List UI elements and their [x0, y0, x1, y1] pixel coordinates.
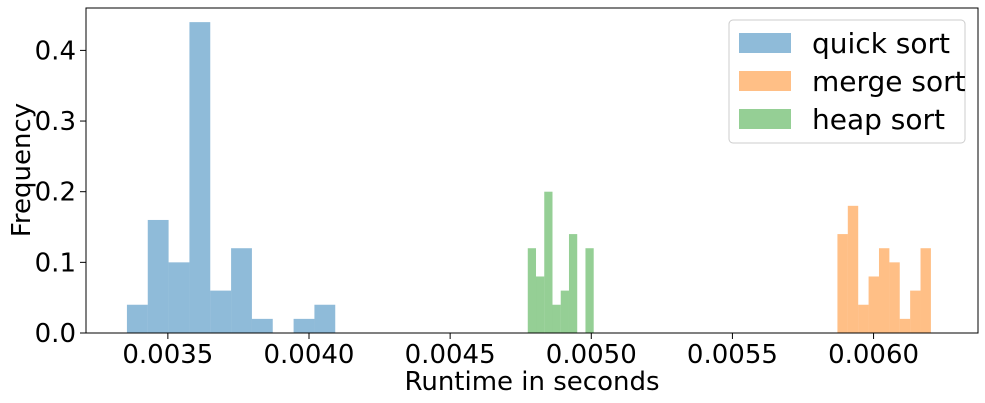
- bars-layer: [126, 22, 931, 333]
- legend-label-merge-sort: merge sort: [812, 65, 966, 98]
- y-axis-label: Frequency: [7, 103, 37, 237]
- y-axis: 0.0 0.1 0.2 0.3 0.4: [35, 36, 86, 349]
- x-tick-label-4: 0.0055: [687, 340, 778, 370]
- heap-sort-bar-3: [552, 304, 561, 333]
- merge-sort-bar-8: [920, 248, 931, 333]
- legend-swatch-merge-sort: [739, 71, 791, 91]
- heap-sort-bar-2: [544, 191, 553, 333]
- y-tick-label-0: 0.0: [35, 319, 76, 349]
- plot-frame: [85, 7, 979, 334]
- x-tick-label-3: 0.0050: [546, 340, 637, 370]
- merge-sort-bar-2: [858, 304, 869, 333]
- y-tick-label-3: 0.3: [35, 107, 76, 137]
- x-tick-label-0: 0.0035: [122, 340, 213, 370]
- legend-swatch-quick-sort: [739, 33, 791, 53]
- quick-sort-bar-9: [314, 304, 336, 333]
- merge-sort-bar-4: [878, 248, 890, 333]
- heap-sort-bar-0: [527, 248, 537, 333]
- quick-sort-bar-1: [147, 219, 169, 333]
- legend-label-heap-sort: heap sort: [812, 103, 945, 136]
- x-axis: 0.0035 0.0040 0.0045 0.0050 0.0055 0.0060: [122, 333, 919, 370]
- quick-sort-bar-4: [210, 290, 232, 333]
- y-tick-label-2: 0.2: [35, 178, 76, 208]
- heap-sort-bar-5: [568, 234, 578, 333]
- merge-sort-bar-3: [868, 276, 879, 333]
- heap-sort-bar-7: [585, 248, 594, 333]
- merge-sort-bar-5: [889, 262, 900, 333]
- legend: quick sort merge sort heap sort: [728, 19, 966, 144]
- y-tick-label-1: 0.1: [35, 248, 76, 278]
- merge-sort-bar-6: [899, 318, 911, 333]
- quick-sort-bar-6: [251, 318, 273, 333]
- x-tick-label-1: 0.0040: [264, 340, 355, 370]
- merge-sort-bar-7: [910, 290, 921, 333]
- heap-sort-bar-1: [536, 276, 545, 333]
- x-tick-label-2: 0.0045: [405, 340, 496, 370]
- quick-sort-bar-5: [231, 248, 252, 333]
- quick-sort-bar-8: [293, 318, 315, 333]
- y-tick-label-4: 0.4: [35, 36, 76, 66]
- x-tick-label-5: 0.0060: [828, 340, 919, 370]
- x-axis-label: Runtime in seconds: [404, 367, 659, 397]
- quick-sort-bar-0: [126, 304, 148, 333]
- heap-sort-bar-4: [560, 290, 569, 333]
- merge-sort-bar-0: [837, 234, 848, 333]
- quick-sort-bar-3: [189, 22, 211, 333]
- legend-swatch-heap-sort: [739, 109, 791, 129]
- quick-sort-bar-2: [168, 262, 190, 333]
- legend-label-quick-sort: quick sort: [812, 27, 950, 60]
- merge-sort-bar-1: [847, 205, 859, 333]
